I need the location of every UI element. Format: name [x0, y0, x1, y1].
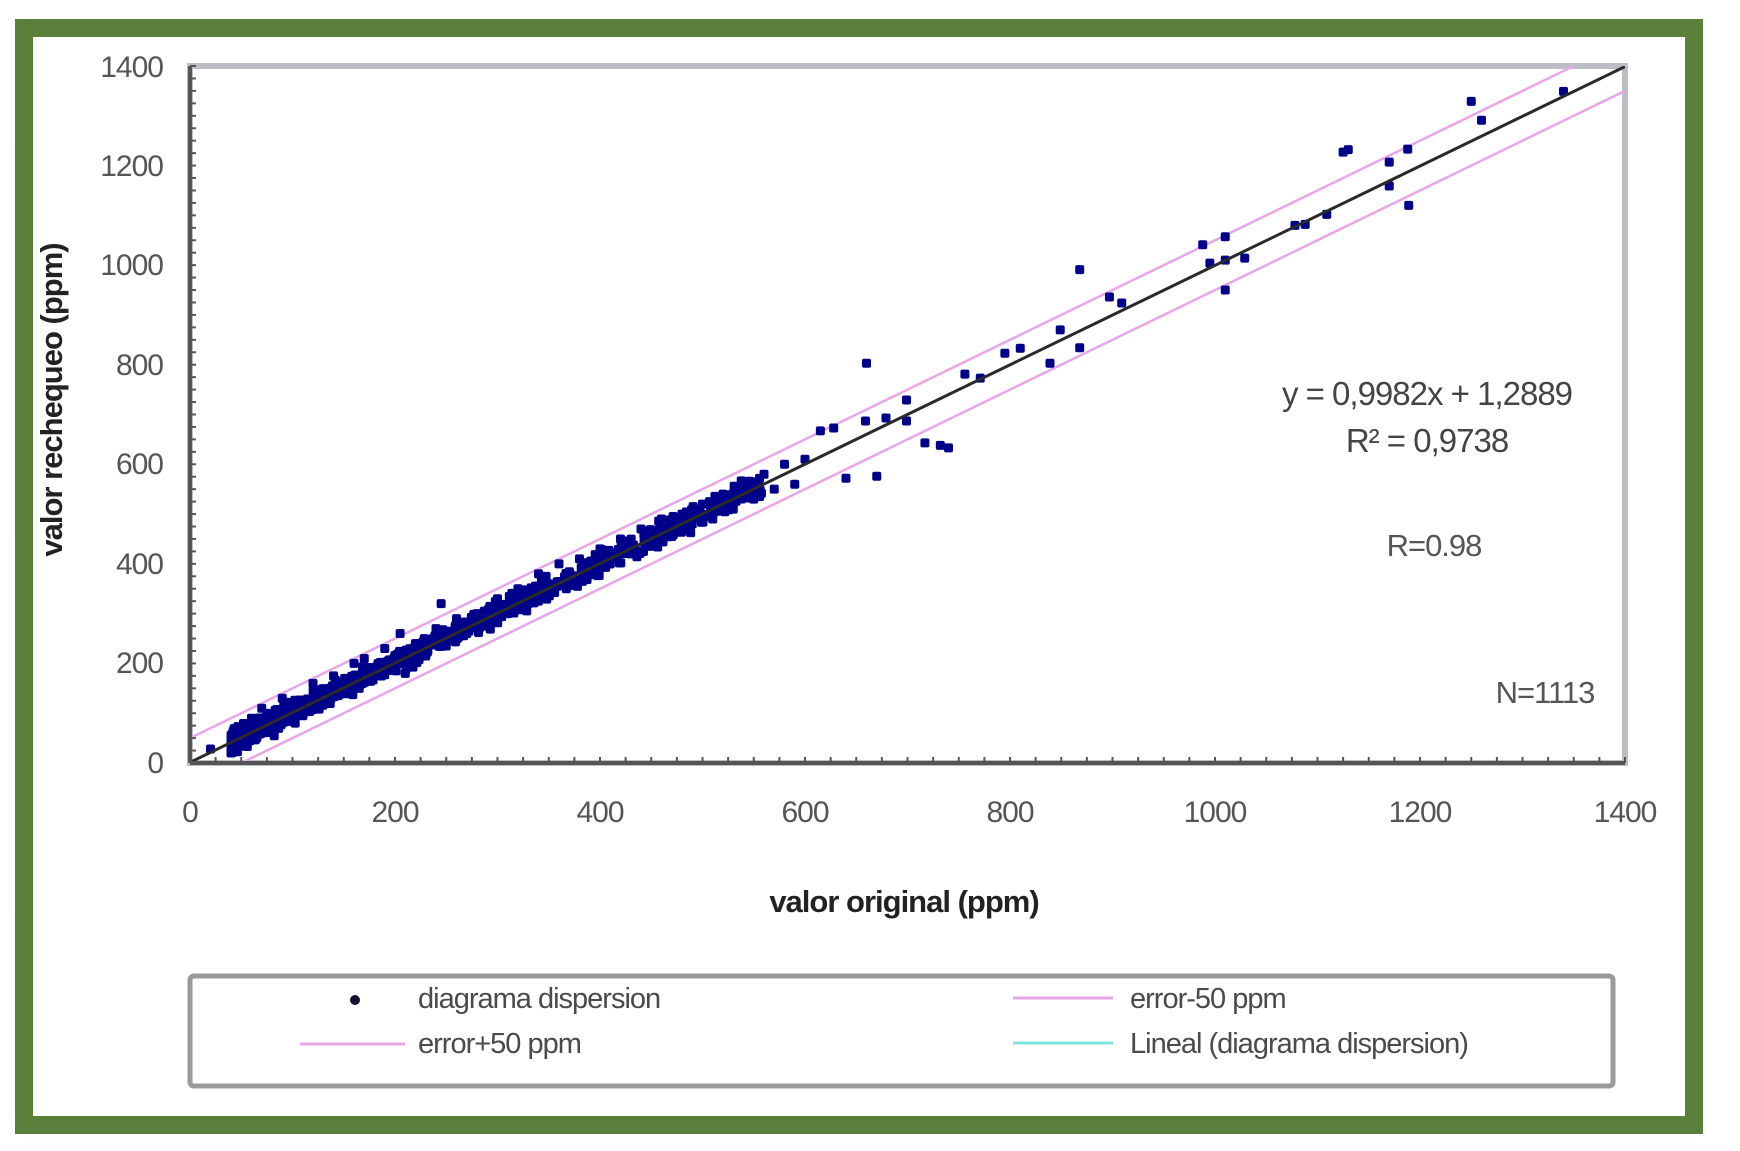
legend-label: Lineal (diagrama dispersion): [1130, 1028, 1468, 1060]
y-axis-title: valor rechequeo (ppm): [34, 243, 69, 556]
trend-line: [190, 66, 1625, 763]
x-tick-label: 1000: [1184, 796, 1247, 829]
y-tick-label: 0: [147, 747, 163, 780]
x-axis-title: valor original (ppm): [769, 884, 1038, 919]
axis-ticks: [189, 65, 1626, 764]
y-tick-label: 200: [116, 647, 163, 680]
legend: diagrama dispersion error+50 ppm error-5…: [187, 973, 1616, 1089]
x-tick-label: 600: [781, 796, 828, 829]
regression-equation: y = 0,9982x + 1,2889: [1282, 375, 1572, 412]
x-tick-label: 1400: [1594, 796, 1657, 829]
error-lines: [190, 66, 1625, 763]
x-tick-labels: 0 200 400 600 800 1000 1200 1400: [182, 796, 1658, 829]
r-value-label: R=0.98: [1387, 528, 1482, 563]
y-tick-label: 600: [116, 448, 163, 481]
y-tick-label: 1400: [100, 51, 163, 84]
y-tick-label: 800: [116, 349, 163, 382]
x-tick-label: 800: [986, 796, 1033, 829]
y-tick-label: 1000: [100, 249, 163, 282]
legend-box: [187, 973, 1616, 1089]
y-tick-labels: 0 200 400 600 800 1000 1200 1400: [100, 51, 164, 780]
legend-label: error-50 ppm: [1130, 983, 1286, 1015]
x-tick-label: 400: [576, 796, 623, 829]
y-tick-label: 400: [116, 548, 163, 581]
y-tick-label: 1200: [100, 150, 163, 183]
x-tick-label: 0: [182, 796, 198, 829]
x-tick-label: 1200: [1389, 796, 1452, 829]
sample-size-label: N=1113: [1496, 675, 1595, 710]
r-squared-label: R² = 0,9738: [1346, 422, 1508, 459]
legend-dot-icon: [350, 995, 360, 1005]
legend-label: error+50 ppm: [418, 1028, 581, 1060]
legend-label: diagrama dispersion: [418, 983, 660, 1015]
x-tick-label: 200: [371, 796, 418, 829]
